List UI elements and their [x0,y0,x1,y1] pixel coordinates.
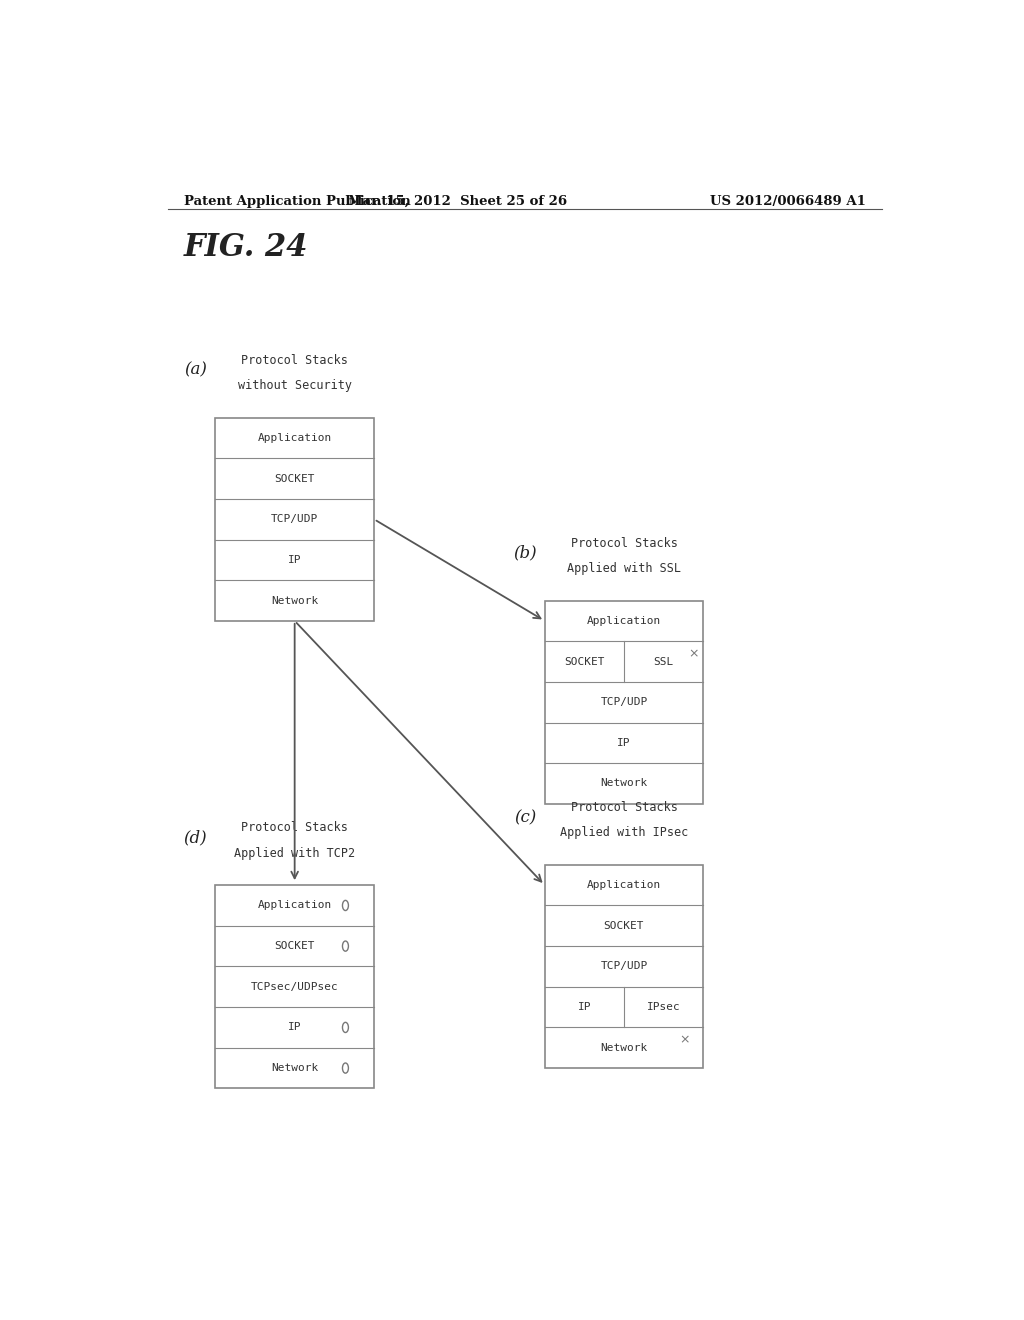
Text: SOCKET: SOCKET [274,941,315,952]
Bar [215,417,374,620]
Text: SSL: SSL [653,656,674,667]
Text: IP: IP [578,1002,591,1012]
Text: Patent Application Publication: Patent Application Publication [183,194,411,207]
Text: SOCKET: SOCKET [604,921,644,931]
Text: Network: Network [271,1063,318,1073]
Text: US 2012/0066489 A1: US 2012/0066489 A1 [711,194,866,207]
Text: ×: × [679,1034,689,1047]
Text: ×: × [688,647,699,660]
Text: without Security: without Security [238,379,351,392]
Text: Protocol Stacks: Protocol Stacks [242,821,348,834]
Bar [215,886,374,1089]
Text: Application: Application [257,900,332,911]
Text: Applied with SSL: Applied with SSL [567,562,681,576]
Text: Protocol Stacks: Protocol Stacks [570,801,678,814]
Text: IP: IP [288,554,301,565]
Text: Protocol Stacks: Protocol Stacks [242,354,348,367]
Text: Mar. 15, 2012  Sheet 25 of 26: Mar. 15, 2012 Sheet 25 of 26 [348,194,567,207]
Text: SOCKET: SOCKET [274,474,315,483]
Text: IP: IP [617,738,631,748]
Text: TCP/UDP: TCP/UDP [271,515,318,524]
Text: IPsec: IPsec [647,1002,681,1012]
Text: FIG. 24: FIG. 24 [183,232,308,264]
Text: SOCKET: SOCKET [564,656,604,667]
Text: Network: Network [600,1043,647,1053]
Text: Protocol Stacks: Protocol Stacks [570,537,678,549]
Text: (d): (d) [183,829,207,846]
Text: Network: Network [271,595,318,606]
Text: Applied with TCP2: Applied with TCP2 [234,846,355,859]
Text: Applied with IPsec: Applied with IPsec [560,826,688,840]
Text: IP: IP [288,1023,301,1032]
Text: Application: Application [587,880,662,890]
Text: (b): (b) [513,545,537,561]
Text: TCPsec/UDPsec: TCPsec/UDPsec [251,982,339,991]
Text: Network: Network [600,779,647,788]
Text: TCP/UDP: TCP/UDP [600,697,647,708]
Text: Application: Application [257,433,332,444]
Text: TCP/UDP: TCP/UDP [600,961,647,972]
Text: Application: Application [587,616,662,626]
Text: (a): (a) [184,362,207,379]
Text: (c): (c) [514,809,537,826]
Bar [545,601,703,804]
Bar [545,865,703,1068]
